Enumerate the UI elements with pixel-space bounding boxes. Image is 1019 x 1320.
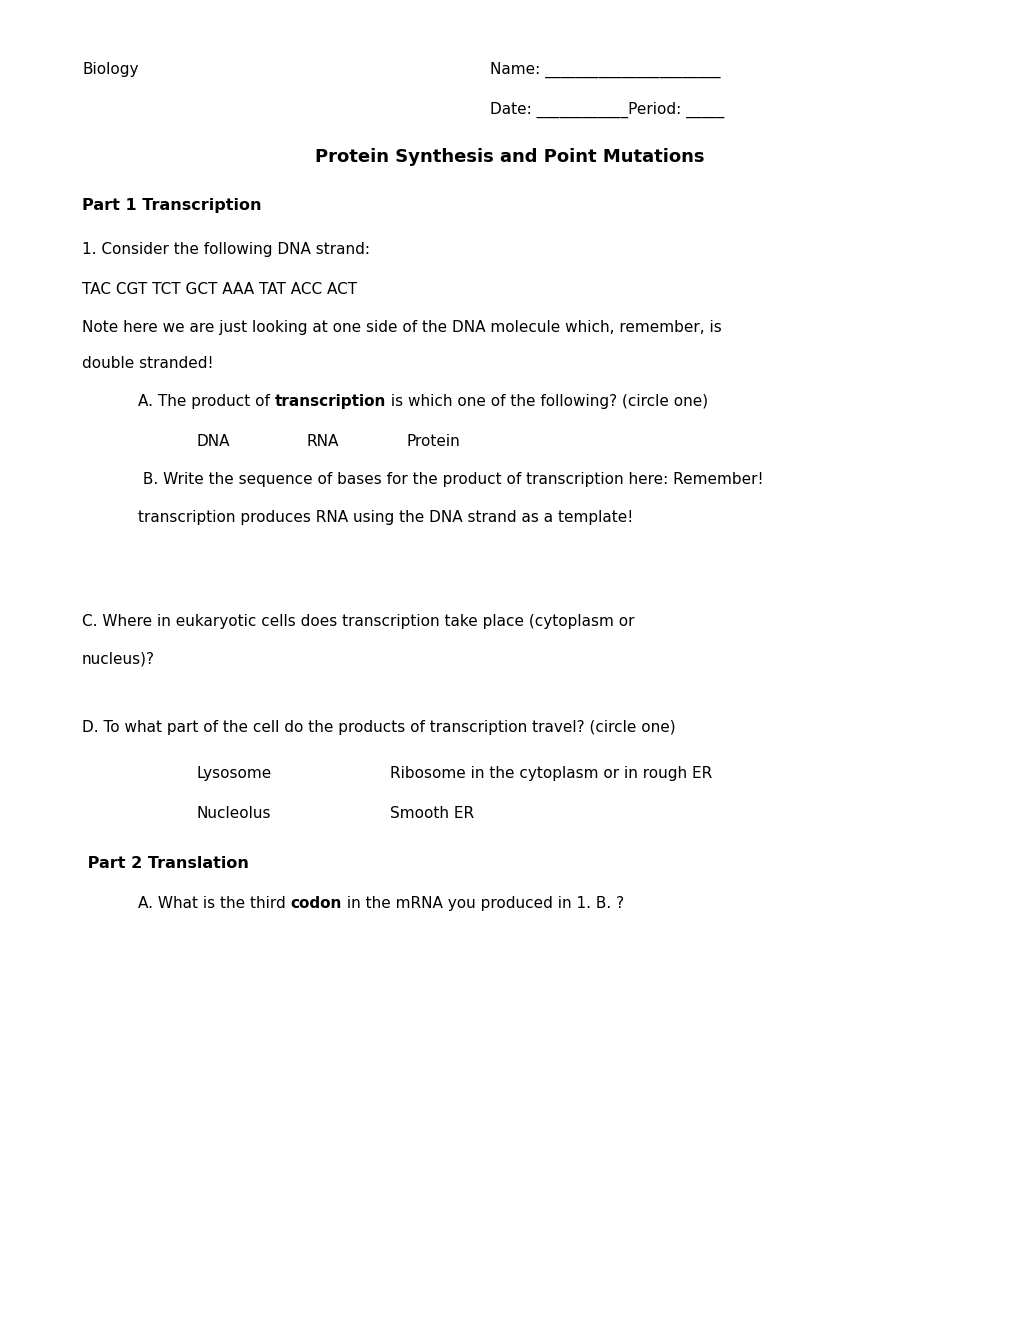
Text: TAC CGT TCT GCT AAA TAT ACC ACT: TAC CGT TCT GCT AAA TAT ACC ACT	[82, 282, 357, 297]
Text: transcription: transcription	[274, 393, 386, 409]
Text: Part 2 Translation: Part 2 Translation	[82, 855, 249, 871]
Text: Biology: Biology	[82, 62, 139, 77]
Text: transcription produces RNA using the DNA strand as a template!: transcription produces RNA using the DNA…	[138, 510, 633, 525]
Text: A. What is the third: A. What is the third	[138, 896, 290, 911]
Text: RNA: RNA	[306, 434, 338, 449]
Text: nucleus)?: nucleus)?	[82, 652, 155, 667]
Text: Name: _______________________: Name: _______________________	[489, 62, 719, 78]
Text: 1. Consider the following DNA strand:: 1. Consider the following DNA strand:	[82, 242, 370, 257]
Text: Nucleolus: Nucleolus	[196, 807, 270, 821]
Text: Ribosome in the cytoplasm or in rough ER: Ribosome in the cytoplasm or in rough ER	[389, 766, 711, 781]
Text: Protein: Protein	[406, 434, 460, 449]
Text: codon: codon	[290, 896, 341, 911]
Text: Protein Synthesis and Point Mutations: Protein Synthesis and Point Mutations	[315, 148, 704, 166]
Text: in the mRNA you produced in 1. B. ?: in the mRNA you produced in 1. B. ?	[341, 896, 624, 911]
Text: D. To what part of the cell do the products of transcription travel? (circle one: D. To what part of the cell do the produ…	[82, 719, 675, 735]
Text: Note here we are just looking at one side of the DNA molecule which, remember, i: Note here we are just looking at one sid…	[82, 319, 721, 335]
Text: Date: ____________Period: _____: Date: ____________Period: _____	[489, 102, 723, 119]
Text: A. The product of: A. The product of	[138, 393, 274, 409]
Text: double stranded!: double stranded!	[82, 356, 213, 371]
Text: DNA: DNA	[196, 434, 229, 449]
Text: is which one of the following? (circle one): is which one of the following? (circle o…	[386, 393, 707, 409]
Text: Part 1 Transcription: Part 1 Transcription	[82, 198, 261, 213]
Text: B. Write the sequence of bases for the product of transcription here: Remember!: B. Write the sequence of bases for the p…	[138, 473, 763, 487]
Text: C. Where in eukaryotic cells does transcription take place (cytoplasm or: C. Where in eukaryotic cells does transc…	[82, 614, 634, 630]
Text: Smooth ER: Smooth ER	[389, 807, 474, 821]
Text: Lysosome: Lysosome	[196, 766, 271, 781]
